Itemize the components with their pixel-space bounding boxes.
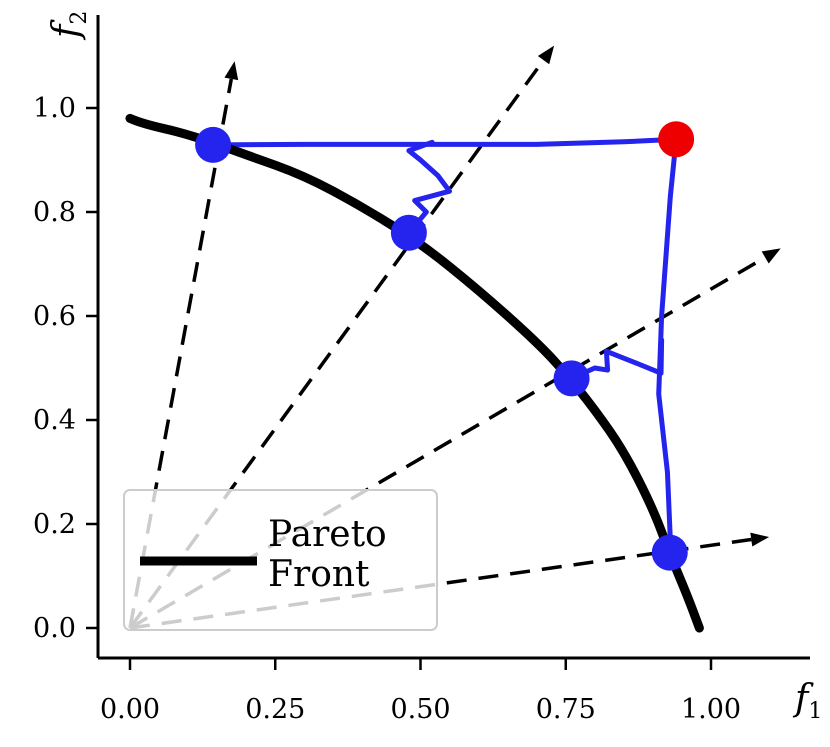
y-ticks: 0.0 0.2 0.4 0.6 0.8 1.0: [33, 93, 98, 644]
y-axis-label: f2: [46, 11, 92, 41]
legend-box: [123, 489, 438, 631]
legend: Pareto Front: [123, 489, 438, 631]
x-tick-label-2: 0.25: [245, 694, 305, 725]
solution-point-3: [553, 360, 590, 397]
y-tick-label-2: 0.2: [33, 509, 76, 540]
reference-direction-line-2: [128, 59, 545, 630]
x-tick-label-3: 0.50: [390, 694, 450, 725]
reference-direction-arrowhead-4: [750, 532, 770, 547]
solution-point-2: [390, 214, 427, 251]
pareto-front-curve: [125, 113, 704, 633]
x-ticks: 0.00 0.25 0.50 0.75 1.00: [100, 658, 741, 725]
reference-direction-arrowhead-2: [537, 45, 555, 65]
y-tick-label-5: 0.8: [33, 197, 76, 228]
solution-points: [195, 121, 695, 571]
x-tick-label-5: 1.00: [681, 694, 741, 725]
optimization-path-2: [406, 139, 453, 236]
x-tick-label-1: 0.00: [100, 694, 160, 725]
reference-direction-arrowhead-3: [761, 248, 781, 264]
x-tick-label-4: 0.75: [536, 694, 596, 725]
y-tick-label-4: 0.6: [33, 301, 76, 332]
y-tick-label-3: 0.4: [33, 405, 76, 436]
x-axis-label: f1: [792, 678, 822, 724]
y-tick-label-6: 1.0: [33, 93, 76, 124]
optimization-path-4: [569, 337, 665, 381]
optimization-path-1: [210, 136, 679, 148]
reference-direction-arrowhead-1: [224, 61, 239, 81]
solution-point-4: [651, 534, 688, 571]
pareto-front-layer: [125, 113, 704, 633]
reference-direction-line-1: [128, 78, 234, 629]
legend-pareto-label: Pareto Front: [268, 514, 387, 595]
solution-point-1: [195, 126, 232, 163]
y-tick-label-1: 0.0: [33, 613, 76, 644]
start-point: [658, 121, 695, 158]
